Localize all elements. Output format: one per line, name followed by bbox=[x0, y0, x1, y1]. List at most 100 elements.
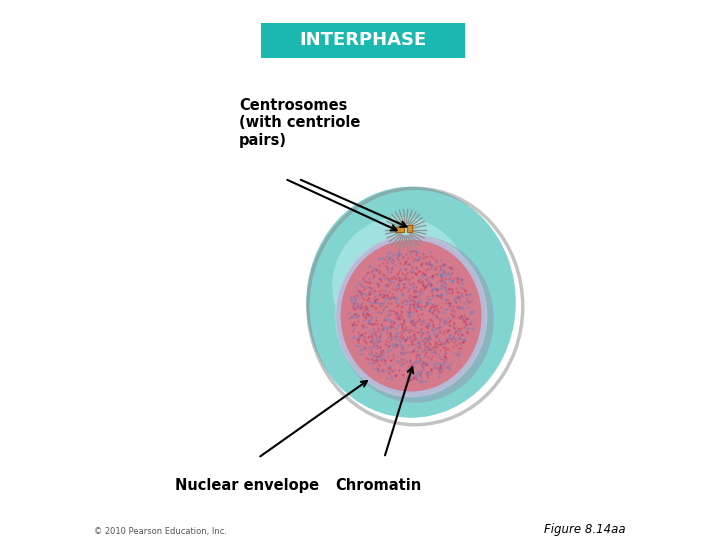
Point bbox=[392, 273, 403, 282]
Point bbox=[385, 268, 397, 276]
Point bbox=[384, 253, 395, 262]
Point bbox=[426, 274, 438, 282]
Point bbox=[392, 279, 404, 288]
Point bbox=[404, 291, 415, 299]
Point bbox=[430, 357, 441, 366]
Point bbox=[372, 324, 384, 333]
Point bbox=[405, 280, 416, 289]
Point bbox=[387, 367, 398, 375]
Point bbox=[414, 274, 426, 283]
Point bbox=[435, 273, 446, 281]
Point bbox=[386, 274, 397, 282]
Point bbox=[361, 296, 373, 305]
Point bbox=[454, 332, 465, 340]
Point bbox=[416, 277, 428, 286]
Point bbox=[372, 366, 383, 375]
Point bbox=[372, 352, 384, 360]
Point bbox=[413, 299, 424, 307]
Point bbox=[455, 330, 467, 339]
Point bbox=[417, 267, 428, 276]
Point bbox=[382, 281, 393, 290]
Point bbox=[392, 280, 404, 289]
Point bbox=[392, 312, 404, 320]
Point bbox=[357, 321, 369, 329]
Point bbox=[413, 292, 425, 301]
Point bbox=[414, 377, 426, 386]
Point bbox=[378, 291, 390, 300]
Point bbox=[431, 305, 443, 314]
Point bbox=[439, 346, 451, 355]
Point bbox=[354, 331, 366, 340]
Point bbox=[391, 340, 402, 348]
Point bbox=[377, 347, 389, 356]
Point bbox=[433, 292, 445, 300]
Point bbox=[418, 318, 429, 327]
Point bbox=[394, 258, 405, 267]
Point bbox=[412, 369, 423, 378]
Point bbox=[376, 299, 387, 307]
Point bbox=[420, 274, 432, 283]
Point bbox=[348, 313, 359, 321]
Point bbox=[404, 311, 415, 320]
Point bbox=[423, 322, 435, 330]
Point bbox=[373, 275, 384, 284]
Point bbox=[375, 276, 387, 285]
Point bbox=[411, 374, 423, 383]
Point bbox=[377, 293, 389, 301]
Point bbox=[376, 325, 387, 333]
Point bbox=[379, 281, 390, 290]
Point bbox=[420, 299, 431, 308]
Point bbox=[413, 277, 425, 286]
Point bbox=[402, 296, 413, 305]
Point bbox=[357, 275, 369, 284]
Point bbox=[447, 302, 459, 310]
Point bbox=[436, 275, 448, 284]
Point bbox=[438, 315, 450, 324]
Point bbox=[397, 252, 408, 261]
Point bbox=[390, 286, 401, 294]
Point bbox=[396, 308, 408, 316]
Point bbox=[433, 323, 445, 332]
Bar bbox=[407, 225, 413, 232]
Point bbox=[410, 340, 422, 348]
Point bbox=[422, 322, 433, 330]
Point bbox=[408, 374, 419, 383]
Point bbox=[400, 274, 412, 282]
Point bbox=[464, 289, 475, 298]
Point bbox=[408, 321, 420, 329]
Point bbox=[390, 310, 401, 319]
Point bbox=[415, 302, 426, 310]
Point bbox=[407, 340, 418, 348]
Point bbox=[442, 334, 454, 342]
Point bbox=[428, 253, 439, 262]
Point bbox=[390, 329, 402, 338]
Point bbox=[364, 317, 376, 326]
Point bbox=[396, 274, 408, 283]
Point bbox=[438, 304, 450, 313]
Point bbox=[377, 322, 388, 331]
Point bbox=[444, 316, 456, 325]
Point bbox=[413, 357, 425, 366]
Point bbox=[461, 294, 472, 302]
Point bbox=[436, 281, 447, 289]
Point bbox=[456, 291, 467, 300]
Point bbox=[408, 286, 420, 294]
Point bbox=[345, 293, 356, 301]
Point bbox=[394, 315, 405, 323]
Point bbox=[421, 360, 433, 368]
Point bbox=[367, 301, 379, 310]
Point bbox=[406, 247, 418, 255]
Point bbox=[343, 314, 354, 323]
Point bbox=[420, 322, 432, 330]
Point bbox=[386, 321, 397, 329]
Point bbox=[444, 284, 455, 292]
Point bbox=[403, 328, 415, 337]
Point bbox=[406, 319, 418, 327]
Point bbox=[355, 303, 366, 312]
Point bbox=[383, 277, 395, 286]
Point bbox=[382, 273, 393, 282]
Point bbox=[423, 345, 435, 353]
Point bbox=[436, 338, 447, 347]
Point bbox=[418, 254, 429, 262]
Point bbox=[436, 289, 447, 298]
